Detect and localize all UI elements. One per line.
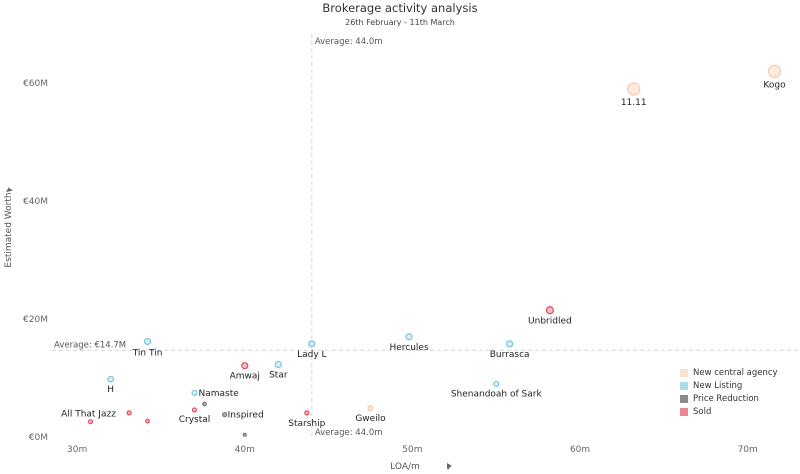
legend-swatch-price-reduction bbox=[680, 394, 688, 403]
point-all-that-jazz bbox=[87, 419, 94, 425]
legend-label: Sold bbox=[693, 406, 712, 417]
point-h bbox=[107, 375, 115, 383]
legend-item-price-reduction[interactable]: Price Reduction bbox=[680, 392, 778, 405]
reference-lines: Average: 44.0m Average: 44.0m Average: €14… bbox=[52, 34, 798, 438]
point-label: Star bbox=[269, 370, 288, 380]
point-namaste bbox=[191, 389, 198, 396]
point-label: Burrasca bbox=[490, 350, 530, 360]
point-unbridled bbox=[545, 306, 554, 315]
point-label: Lady L bbox=[297, 350, 326, 360]
point-unlabeled bbox=[145, 418, 150, 424]
point-hercules bbox=[405, 333, 413, 341]
chart-subtitle: 26th February - 11th March bbox=[345, 18, 455, 27]
x-average-label-bottom: Average: 44.0m bbox=[315, 428, 383, 438]
x-axis-title-group: LOA/m bbox=[390, 462, 452, 472]
y-axis-ticks: €0M €20M €40M €60M bbox=[23, 79, 48, 443]
point-label: H bbox=[107, 385, 114, 395]
point-kogo bbox=[767, 64, 782, 78]
point-label: Tin Tin bbox=[132, 348, 163, 358]
y-tick-label: €20M bbox=[23, 315, 48, 325]
y-average-label: Average: €14.7M bbox=[54, 340, 126, 350]
legend-item-sold[interactable]: Sold bbox=[680, 405, 778, 418]
point-inspired bbox=[222, 412, 228, 418]
y-tick-label: €40M bbox=[23, 197, 48, 207]
x-axis-ticks: 30m 40m 50m 60m 70m bbox=[67, 445, 758, 455]
legend-swatch-sold bbox=[680, 407, 688, 416]
y-tick-label: €0M bbox=[29, 433, 48, 443]
point-label: Hercules bbox=[389, 343, 428, 353]
point-label: Amwaj bbox=[230, 372, 260, 382]
point-label: All That Jazz bbox=[61, 410, 116, 420]
point-label: 11.11 bbox=[621, 98, 647, 108]
data-point-labels: Kogo 11.11 Unbridled Hercules Burrasca Lady L… bbox=[61, 80, 786, 429]
x-average-label-top: Average: 44.0m bbox=[315, 37, 383, 47]
x-tick-label: 70m bbox=[738, 445, 758, 455]
legend-label: New Listing bbox=[693, 380, 743, 391]
x-tick-label: 50m bbox=[402, 445, 422, 455]
y-axis-title-group: Estimated Worth bbox=[4, 192, 14, 267]
point-label: Unbridled bbox=[528, 317, 572, 327]
point-gweilo bbox=[367, 405, 374, 412]
x-tick-label: 40m bbox=[235, 445, 255, 455]
x-tick-label: 60m bbox=[570, 445, 590, 455]
point-label: Shenandoah of Sark bbox=[451, 389, 543, 399]
point-burrasca bbox=[506, 340, 514, 348]
legend-item-new-listing[interactable]: New Listing bbox=[680, 379, 778, 392]
legend-swatch-new-listing bbox=[680, 381, 688, 390]
x-tick-label: 30m bbox=[67, 445, 87, 455]
legend-swatch-new-central-agency bbox=[680, 368, 688, 377]
point-starship bbox=[304, 410, 310, 416]
point-label: Inspired bbox=[228, 411, 264, 421]
y-axis-title: Estimated Worth bbox=[4, 192, 14, 267]
point-unlabeled bbox=[242, 432, 247, 437]
point-unlabeled bbox=[126, 410, 132, 416]
point-label: Namaste bbox=[198, 389, 239, 399]
point-tin-tin bbox=[143, 337, 152, 346]
point-shenandoah-of-sark bbox=[493, 380, 500, 388]
point-label: Kogo bbox=[763, 80, 786, 90]
point-label: Gweilo bbox=[355, 414, 386, 424]
point-star bbox=[274, 360, 282, 369]
point-crystal bbox=[191, 407, 198, 413]
data-points bbox=[87, 64, 782, 437]
y-tick-label: €60M bbox=[23, 79, 48, 89]
legend-label: New central agency bbox=[693, 367, 778, 378]
point-unlabeled bbox=[202, 401, 207, 407]
pin-icon[interactable] bbox=[447, 463, 452, 470]
legend-item-new-central-agency[interactable]: New central agency bbox=[680, 366, 778, 379]
pin-icon[interactable] bbox=[6, 187, 13, 192]
x-axis-title: LOA/m bbox=[390, 462, 420, 472]
point-amwaj bbox=[241, 362, 249, 370]
point-11-11 bbox=[627, 82, 641, 96]
point-lady-l bbox=[308, 340, 316, 348]
point-label: Starship bbox=[288, 419, 325, 429]
legend: New central agency New Listing Price Red… bbox=[680, 366, 778, 418]
chart-title: Brokerage activity analysis bbox=[322, 1, 477, 15]
legend-label: Price Reduction bbox=[693, 393, 759, 404]
point-label: Crystal bbox=[179, 415, 211, 425]
